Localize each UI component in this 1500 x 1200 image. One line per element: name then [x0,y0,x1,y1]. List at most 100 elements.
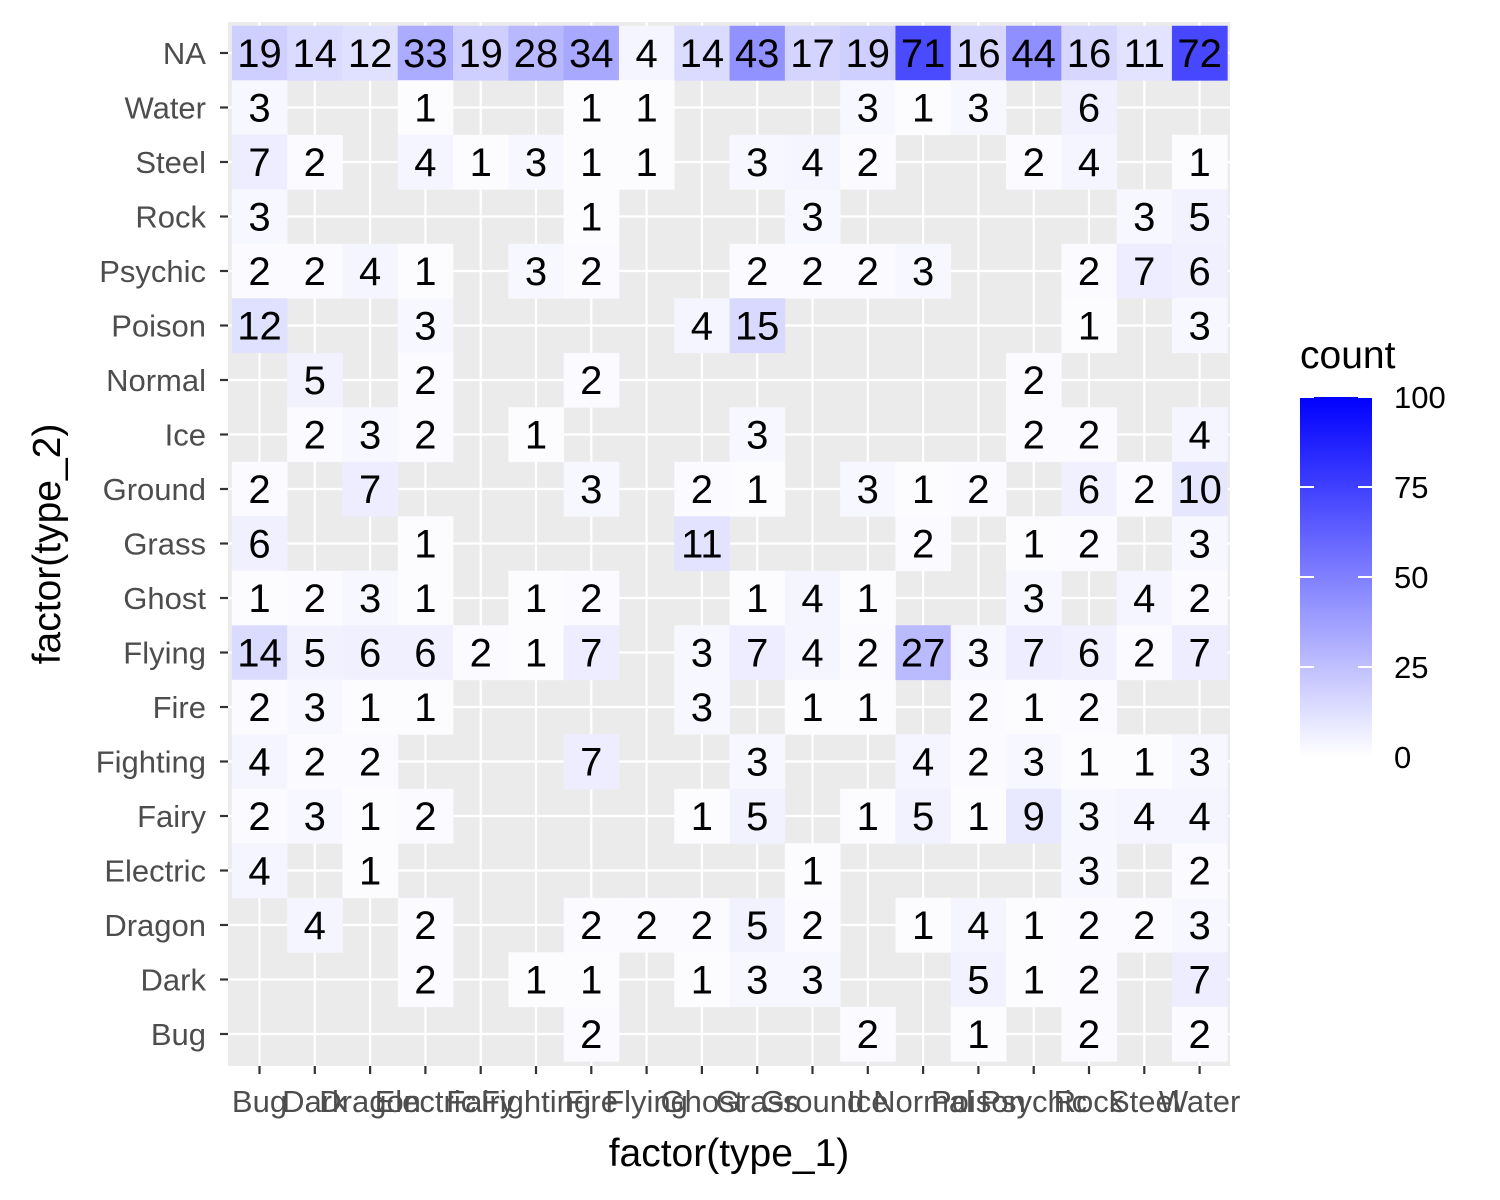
heat-tile [729,952,786,1008]
tile-count-label: 1 [414,250,436,294]
heat-tile [840,25,896,81]
tile-count-label: 2 [1023,359,1045,403]
tile-count-label: 12 [348,32,393,76]
tile-count-label: 4 [691,305,713,349]
tile-count-label: 3 [304,795,326,839]
heat-tile [1171,189,1228,245]
tile-count-label: 14 [680,32,725,76]
tile-count-label: 1 [912,87,934,131]
tile-count-label: 34 [569,32,614,76]
heat-tile [840,1006,896,1062]
x-tick-label: Dragon [319,1084,421,1119]
tile-count-label: 1 [580,196,602,240]
heat-tile [1171,134,1228,190]
tile-count-label: 2 [470,632,492,676]
tile-count-label: 2 [248,795,270,839]
heat-tile [784,189,841,245]
y-tick-label: Grass [123,527,206,562]
tile-count-label: 3 [525,141,547,185]
tile-count-label: 2 [1078,959,1100,1003]
y-tick-label: Dragon [104,908,206,943]
tile-count-label: 72 [1177,32,1222,76]
heat-tile [1006,25,1062,81]
heat-tile [729,461,786,517]
tile-count-label: 7 [746,632,768,676]
tile-count-label: 2 [1133,904,1155,948]
heat-tile [1006,897,1062,953]
heat-tile [342,843,399,899]
x-tick-label: Normal [873,1084,973,1119]
tile-count-label: 33 [403,32,448,76]
heat-tile [1006,407,1062,463]
tile-count-label: 3 [691,686,713,730]
tile-count-label: 2 [1078,250,1100,294]
heat-tile [1061,134,1118,190]
heat-tile [563,625,620,681]
tile-count-label: 1 [248,577,270,621]
heat-tile [231,134,288,190]
tile-count-label: 14 [293,32,338,76]
tile-count-label: 2 [248,686,270,730]
tile-count-label: 1 [359,850,381,894]
heat-tile [453,625,509,681]
tile-count-label: 1 [1023,904,1045,948]
heat-tile [231,843,288,899]
heat-tile [231,734,288,790]
heat-tile [231,243,288,299]
heat-tile [1061,788,1118,844]
tile-count-label: 6 [359,632,381,676]
legend-tick-label: 50 [1394,560,1428,595]
y-tick-label: Psychic [99,254,206,289]
tile-count-label: 1 [414,523,436,567]
x-tick-label: Psychic [980,1084,1087,1119]
y-tick-label: Fighting [96,745,206,780]
tile-count-label: 7 [1133,250,1155,294]
heat-tile [563,189,620,245]
tile-count-label: 2 [857,1013,879,1057]
heat-tile [674,625,730,681]
heat-tile [563,243,620,299]
heat-tile [397,407,454,463]
heat-tile [1061,734,1118,790]
tile-count-label: 2 [304,141,326,185]
heat-tile [342,25,399,81]
heat-tile [729,25,786,81]
tile-count-label: 2 [580,1013,602,1057]
tile-count-label: 1 [635,87,657,131]
heat-tile [1116,189,1173,245]
heat-tile [1061,407,1118,463]
heat-tile [287,679,343,735]
heat-tile [784,897,841,953]
tile-count-label: 4 [801,141,823,185]
tile-count-label: 4 [967,904,989,948]
heat-tile [231,80,288,136]
tile-count-label: 3 [1188,305,1210,349]
tile-count-label: 28 [514,32,559,76]
heat-tile [1171,25,1228,81]
y-tick-label: Poison [111,309,206,344]
x-tick-label: Poison [931,1084,1026,1119]
tile-count-label: 4 [304,904,326,948]
tile-count-label: 1 [580,959,602,1003]
heat-tile [729,788,786,844]
x-axis-title: factor(type_1) [609,1132,850,1175]
tile-count-label: 1 [1078,741,1100,785]
heat-tile [1006,734,1062,790]
tile-count-label: 2 [1133,468,1155,512]
x-tick-label: Ice [847,1084,888,1119]
heat-tile [1116,625,1173,681]
heat-tile [1116,734,1173,790]
heat-tile [397,80,454,136]
heat-tile [508,243,565,299]
heat-tile [287,625,343,681]
tile-count-label: 9 [1023,795,1045,839]
tile-count-label: 1 [414,577,436,621]
tile-count-label: 3 [746,741,768,785]
heat-tile [1061,243,1118,299]
heat-tile [1171,952,1228,1008]
x-tick-label: Steel [1109,1084,1180,1119]
heat-tile [1171,897,1228,953]
tile-count-label: 16 [1067,32,1112,76]
tile-count-label: 1 [525,414,547,458]
tile-count-label: 5 [912,795,934,839]
